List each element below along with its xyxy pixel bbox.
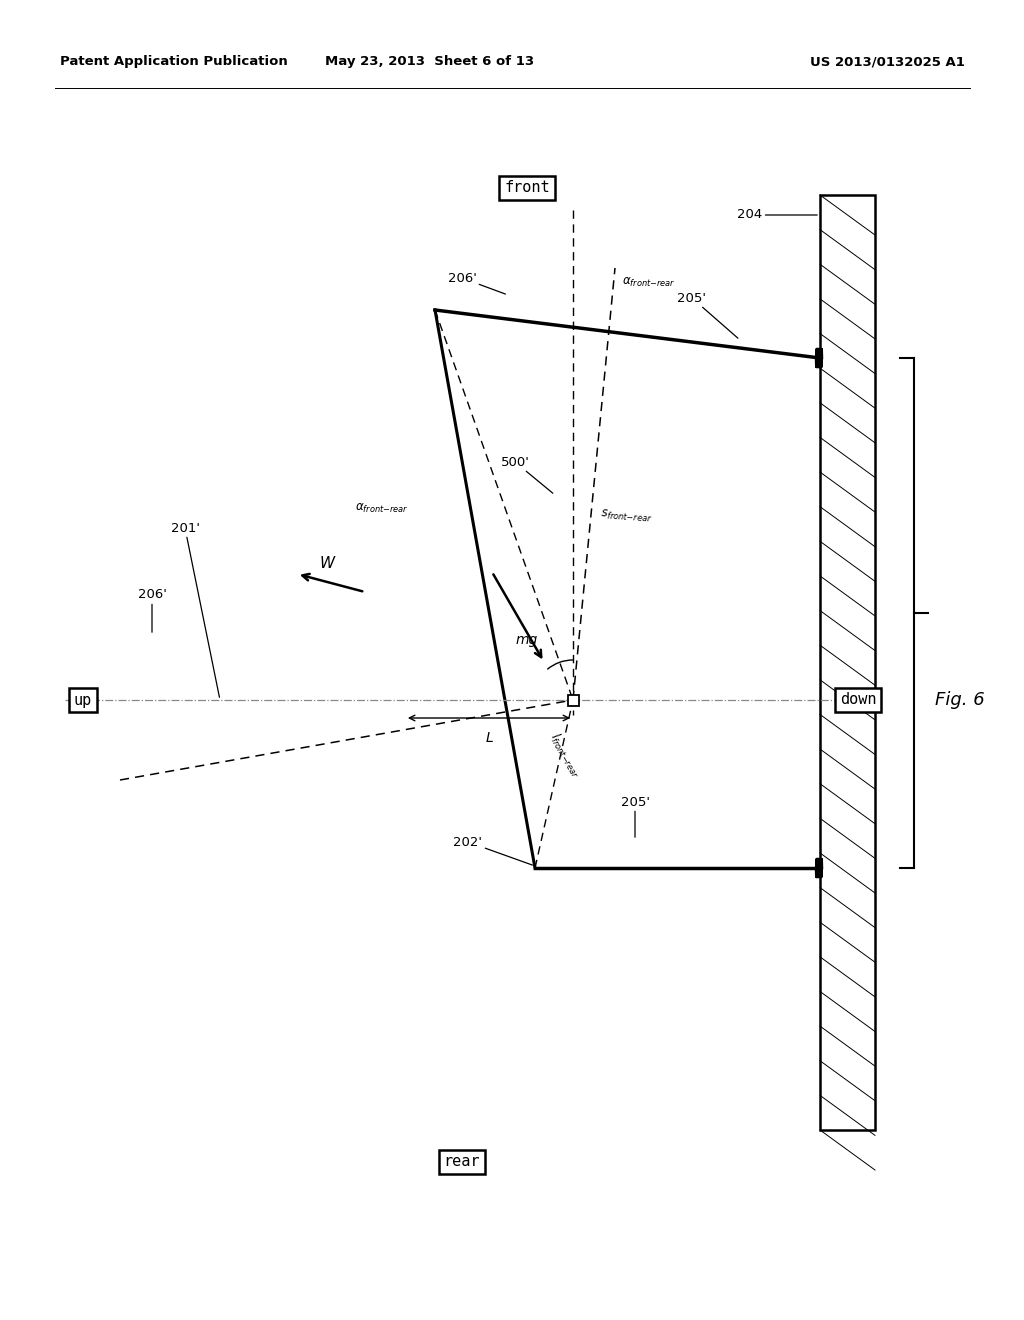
Bar — [568, 696, 579, 706]
Bar — [820, 195, 874, 1130]
Text: front: front — [504, 181, 550, 195]
Text: mg: mg — [516, 634, 539, 647]
Text: 205': 205' — [621, 796, 649, 837]
Text: US 2013/0132025 A1: US 2013/0132025 A1 — [810, 55, 965, 69]
Text: up: up — [74, 693, 92, 708]
Text: rear: rear — [443, 1155, 480, 1170]
Text: $s_{front\mathsf{-}rear}$: $s_{front\mathsf{-}rear}$ — [600, 508, 653, 524]
Text: L: L — [486, 731, 494, 744]
Text: May 23, 2013  Sheet 6 of 13: May 23, 2013 Sheet 6 of 13 — [326, 55, 535, 69]
Text: 206': 206' — [137, 589, 167, 632]
Text: $l_{front\mathsf{-}rear}$: $l_{front\mathsf{-}rear}$ — [546, 730, 585, 780]
Text: down: down — [840, 693, 877, 708]
Text: 500': 500' — [501, 455, 553, 494]
Text: Patent Application Publication: Patent Application Publication — [60, 55, 288, 69]
Text: 202': 202' — [454, 836, 532, 865]
Text: 205': 205' — [678, 292, 738, 338]
Text: 201': 201' — [171, 521, 219, 697]
Text: $\alpha_{front\mathsf{-}rear}$: $\alpha_{front\mathsf{-}rear}$ — [355, 502, 409, 515]
Text: p: p — [850, 693, 859, 708]
Text: 206': 206' — [447, 272, 506, 294]
Text: W: W — [319, 557, 335, 572]
Text: Fig. 6: Fig. 6 — [935, 690, 985, 709]
Text: 204: 204 — [737, 209, 817, 222]
Text: $\alpha_{front\mathsf{-}rear}$: $\alpha_{front\mathsf{-}rear}$ — [622, 276, 676, 289]
